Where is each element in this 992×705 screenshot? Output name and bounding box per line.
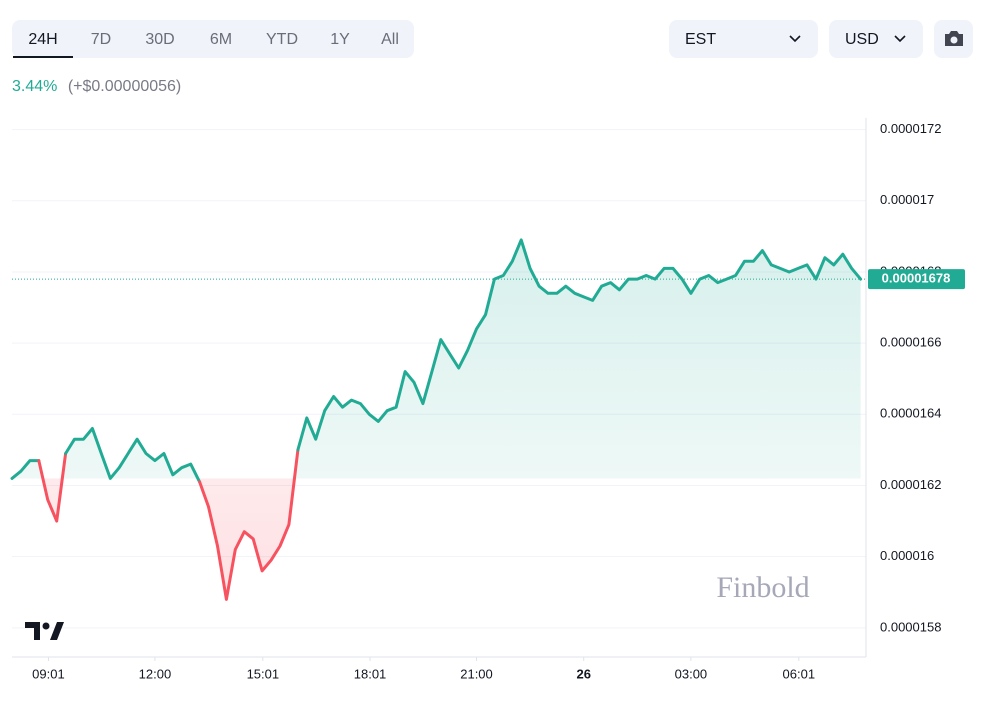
chevron: [789, 35, 801, 43]
timeframe-button[interactable]: 6M: [210, 31, 232, 48]
x-tick-label: 12:00: [139, 666, 172, 681]
selected-underline: [13, 56, 73, 58]
price-line: [37, 452, 68, 523]
tradingview-logo: [25, 622, 64, 640]
x-tick-label: 09:01: [32, 666, 65, 681]
currency: USD: [845, 31, 879, 48]
y-tick-label: 0.0000158: [880, 619, 941, 634]
y-tick-label: 0.000016: [880, 548, 934, 563]
price-line: [64, 427, 202, 484]
timeframe-button[interactable]: YTD: [266, 31, 298, 48]
timeframe-bar: [12, 20, 414, 58]
chevron: [894, 35, 906, 43]
x-tick-label: 18:01: [354, 666, 387, 681]
watermark: Finbold: [716, 571, 809, 604]
y-tick-label: 0.0000162: [880, 477, 941, 492]
y-tick-label: 0.0000172: [880, 121, 941, 136]
change-percent: 3.44%: [12, 78, 57, 95]
price-line: [10, 459, 41, 480]
timeframe-button[interactable]: 1Y: [330, 31, 350, 48]
timeframe-button[interactable]: All: [381, 31, 399, 48]
timeframe-button[interactable]: 24H: [28, 31, 57, 48]
x-tick-label: 15:01: [247, 666, 280, 681]
last-price-label: 0.00001678: [882, 271, 951, 286]
price-line: [296, 238, 863, 452]
change-amount: (+$0.00000056): [68, 78, 181, 95]
x-tick-label: 03:00: [675, 666, 708, 681]
timezone: EST: [685, 31, 716, 48]
timeframe-buttons: 24H 7D 30D 6M YTD 1Y All: [13, 31, 399, 58]
timeframe-button[interactable]: 30D: [145, 31, 174, 48]
change: 3.44% (+$0.00000056): [12, 78, 181, 95]
area-down: [12, 478, 861, 600]
currency-dropdown[interactable]: [829, 20, 923, 58]
y-tick-label: 0.0000164: [880, 406, 941, 421]
x-tick-label: 21:00: [460, 666, 493, 681]
timeframe-button[interactable]: 7D: [91, 31, 111, 48]
camera-icon: [945, 31, 963, 46]
y-tick-label: 0.0000166: [880, 335, 941, 350]
timezone-dropdown[interactable]: [669, 20, 818, 58]
x-tick-label: 06:01: [783, 666, 816, 681]
plot: 0.0000158 0.000016 0.0000162 0.0000164 0.000…: [10, 118, 965, 681]
last-price-tag: [868, 269, 965, 290]
price-line: [198, 448, 300, 601]
y-tick-label: 0.000017: [880, 192, 934, 207]
x-tick-label: 26: [576, 666, 590, 681]
